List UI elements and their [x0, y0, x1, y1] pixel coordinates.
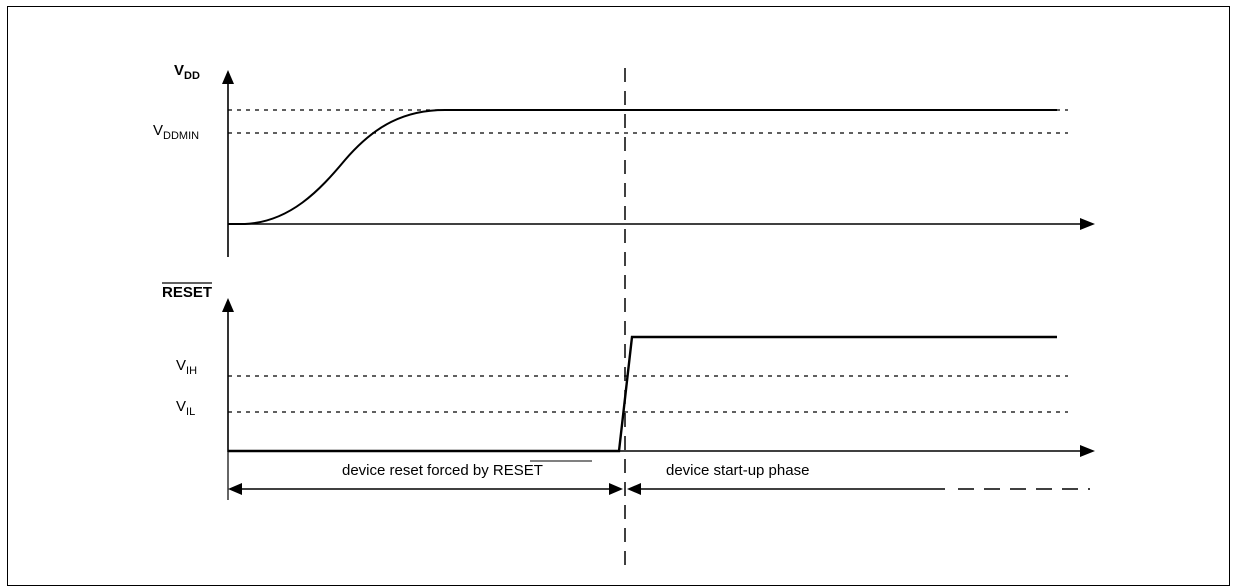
- reset-signal-name: RESET: [493, 462, 543, 479]
- vil-label: VIL: [176, 398, 195, 418]
- vih-label: VIH: [176, 357, 197, 377]
- reset-forced-right-arrowhead: [609, 483, 623, 495]
- reset-forced-phase-label: device reset forced by RESET: [342, 462, 543, 479]
- reset-axis-label: RESET: [162, 284, 212, 301]
- vdd-x-axis-arrow: [1080, 218, 1095, 230]
- vddmin-label: VDDMIN: [153, 122, 199, 142]
- startup-left-arrowhead: [627, 483, 641, 495]
- reset-forced-left-arrowhead: [228, 483, 242, 495]
- reset-signal-waveform: [228, 335, 1057, 453]
- vdd-ramp-curve: [228, 109, 1057, 225]
- reset-y-axis-arrow: [222, 298, 234, 312]
- vdd-y-axis-arrow: [222, 70, 234, 84]
- vdd-axis-label: VDD: [174, 62, 200, 82]
- reset-x-axis-arrow: [1080, 445, 1095, 457]
- startup-phase-label: device start-up phase: [666, 462, 809, 479]
